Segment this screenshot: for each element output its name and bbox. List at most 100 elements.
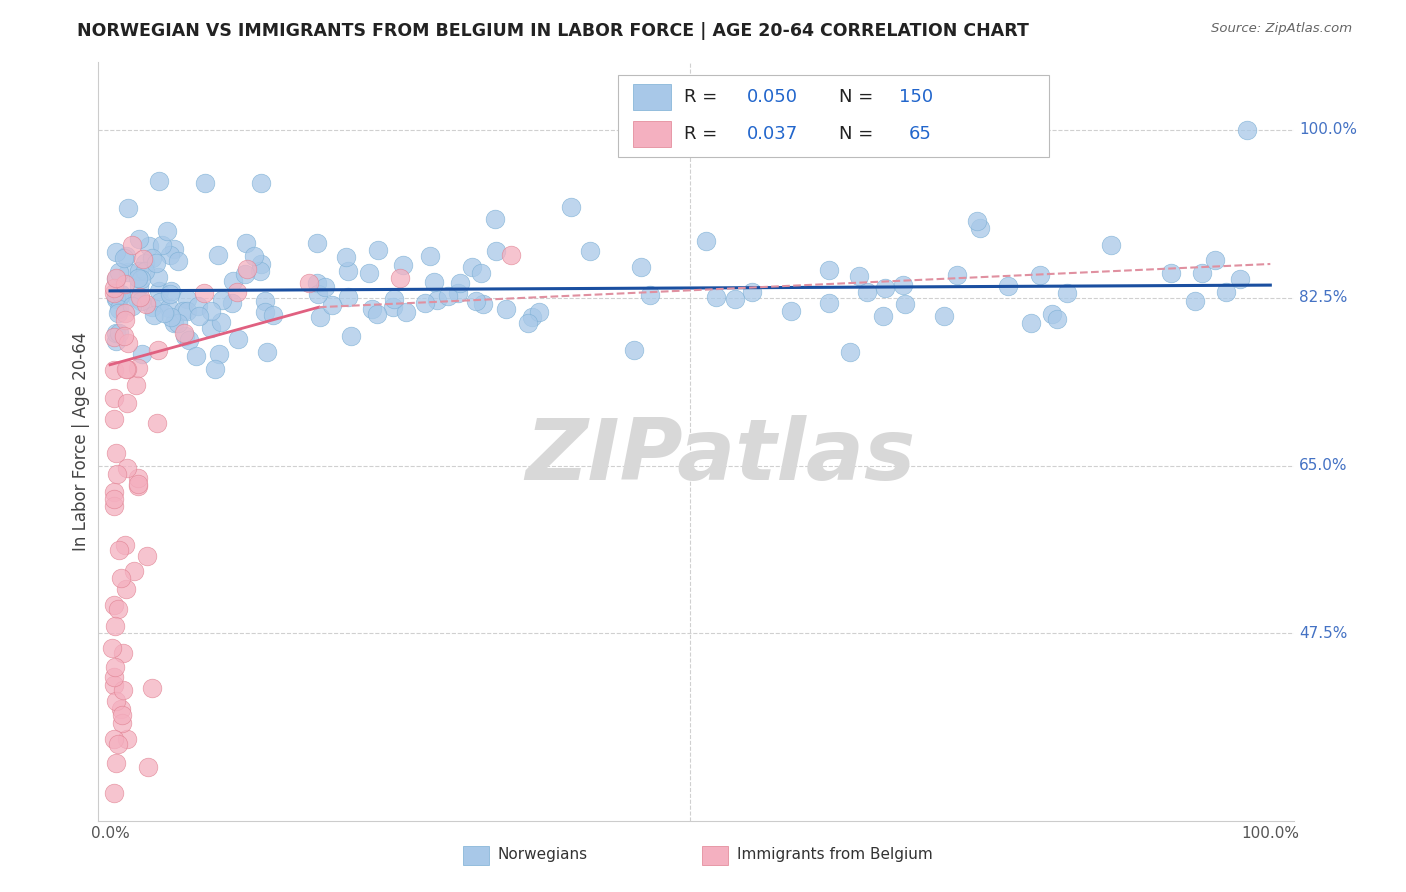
Point xyxy=(236,261,259,276)
FancyBboxPatch shape xyxy=(619,75,1049,157)
Point xyxy=(250,176,273,190)
Point xyxy=(104,619,127,633)
Point xyxy=(104,291,127,305)
Point xyxy=(1236,122,1258,136)
Bar xyxy=(463,846,489,864)
Point xyxy=(235,235,257,250)
Point xyxy=(484,212,506,227)
Point xyxy=(211,293,233,308)
Point xyxy=(243,249,266,263)
Point xyxy=(436,289,458,303)
Point xyxy=(105,446,128,460)
Point xyxy=(969,221,991,235)
Point xyxy=(103,391,125,405)
Point xyxy=(110,286,132,301)
Point xyxy=(946,268,969,282)
Point xyxy=(128,232,150,246)
Point xyxy=(256,345,278,359)
Point xyxy=(112,683,135,698)
Point xyxy=(253,294,276,309)
Point xyxy=(103,363,125,377)
Point xyxy=(204,362,226,376)
Point xyxy=(142,309,165,323)
Point xyxy=(103,492,125,507)
Point xyxy=(152,238,174,252)
Text: R =: R = xyxy=(685,88,723,106)
Point xyxy=(114,306,136,320)
Point xyxy=(875,281,897,295)
Point xyxy=(159,286,181,301)
Point xyxy=(104,756,127,770)
Point xyxy=(305,235,328,250)
Point xyxy=(179,333,201,347)
Point xyxy=(127,271,149,285)
Point xyxy=(145,256,167,270)
Point xyxy=(103,677,125,691)
Point xyxy=(117,336,139,351)
Point xyxy=(108,543,131,558)
Point xyxy=(167,253,190,268)
Point xyxy=(200,303,222,318)
Point xyxy=(335,250,357,264)
Y-axis label: In Labor Force | Age 20-64: In Labor Force | Age 20-64 xyxy=(72,332,90,551)
Text: 82.5%: 82.5% xyxy=(1299,290,1348,305)
Point xyxy=(934,309,956,323)
Point xyxy=(115,461,138,475)
Text: ZIPatlas: ZIPatlas xyxy=(524,415,915,499)
Point xyxy=(134,264,156,278)
Point xyxy=(527,305,550,319)
Point xyxy=(226,332,249,346)
Point xyxy=(464,293,486,308)
Point xyxy=(419,249,441,263)
Point xyxy=(104,245,127,260)
Point xyxy=(108,301,131,316)
Text: Norwegians: Norwegians xyxy=(498,847,588,863)
Point xyxy=(128,263,150,277)
Point xyxy=(221,296,243,310)
Point xyxy=(966,213,988,227)
Point xyxy=(117,201,139,215)
Point xyxy=(105,467,128,481)
Point xyxy=(1029,268,1052,282)
Point xyxy=(423,276,446,290)
Point xyxy=(115,582,138,596)
Point xyxy=(110,702,132,716)
Point xyxy=(194,176,217,190)
Point xyxy=(129,290,152,304)
Point xyxy=(176,304,198,318)
Point xyxy=(149,295,172,310)
Point xyxy=(103,412,125,426)
Bar xyxy=(633,85,671,111)
Point xyxy=(193,286,215,301)
Point xyxy=(131,346,153,360)
Text: 47.5%: 47.5% xyxy=(1299,626,1348,641)
Point xyxy=(157,301,180,315)
Point xyxy=(336,264,359,278)
Point xyxy=(148,284,170,298)
Point xyxy=(167,316,190,330)
Point xyxy=(131,252,153,267)
Point xyxy=(103,670,125,684)
Point xyxy=(578,244,600,258)
Point xyxy=(336,290,359,304)
Point xyxy=(115,731,138,746)
Point xyxy=(413,295,436,310)
Point xyxy=(357,266,380,280)
Point xyxy=(1229,272,1251,286)
Point xyxy=(103,499,125,513)
Point xyxy=(388,271,411,285)
Text: Immigrants from Belgium: Immigrants from Belgium xyxy=(737,847,932,863)
Point xyxy=(891,278,914,293)
Bar xyxy=(702,846,728,864)
Point xyxy=(741,285,763,299)
Text: R =: R = xyxy=(685,125,723,143)
Point xyxy=(630,260,652,274)
Point xyxy=(173,326,195,340)
Point xyxy=(1101,237,1123,252)
Point xyxy=(207,248,229,262)
Point xyxy=(470,266,492,280)
Point xyxy=(249,264,271,278)
Point xyxy=(135,297,157,311)
Point xyxy=(208,347,231,361)
Point xyxy=(298,276,321,290)
